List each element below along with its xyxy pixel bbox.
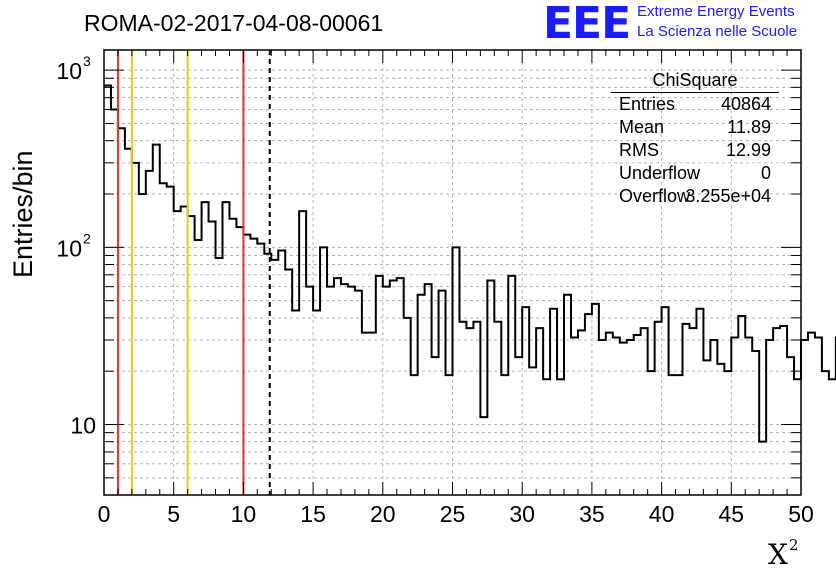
- eee-logo: EEE: [543, 0, 631, 49]
- x-tick-label: 25: [440, 501, 466, 527]
- y-tick-label: 10: [56, 58, 82, 84]
- stats-row-underflow: Underflow 0: [619, 163, 771, 183]
- stats-row-rms: RMS 12.99: [619, 140, 771, 160]
- stats-row-mean: Mean 11.89: [619, 117, 771, 137]
- y-tick-label: 10: [56, 235, 82, 261]
- x-tick-label: 45: [719, 501, 745, 527]
- x-tick-label: 35: [579, 501, 605, 527]
- axis-ticks: [103, 50, 802, 496]
- x-tick-label: 40: [649, 501, 675, 527]
- logo-subtitle-line1: Extreme Energy Events: [637, 3, 795, 20]
- y-tick-label-exponent: 2: [83, 230, 91, 246]
- stats-box: ChiSquare Entries 40864 Mean 11.89 RMS 12.9…: [611, 70, 779, 209]
- x-tick-label: 5: [167, 501, 180, 527]
- x-tick-label: 10: [231, 501, 257, 527]
- y-tick-label: 10: [70, 413, 96, 439]
- y-tick-label-exponent: 3: [83, 53, 91, 69]
- histogram-line: [104, 84, 836, 443]
- y-axis-label: Entries/bin: [8, 150, 38, 278]
- x-tick-label: 0: [98, 501, 111, 527]
- x-tick-label: 15: [300, 501, 326, 527]
- histogram-series: [104, 84, 836, 443]
- logo-subtitle-line2: La Scienza nelle Scuole: [637, 23, 798, 40]
- stats-row-entries: Entries 40864: [619, 94, 771, 114]
- stats-row-overflow: Overflow 3.255e+04: [619, 186, 771, 206]
- reference-lines: [116, 50, 271, 495]
- stats-box-title: ChiSquare: [611, 70, 779, 93]
- x-tick-label: 20: [370, 501, 396, 527]
- x-tick-label: 50: [788, 501, 814, 527]
- x-tick-label: 30: [509, 501, 535, 527]
- x-axis-label: X2: [768, 536, 799, 571]
- plot-title: ROMA-02-2017-04-08-00061: [84, 10, 384, 36]
